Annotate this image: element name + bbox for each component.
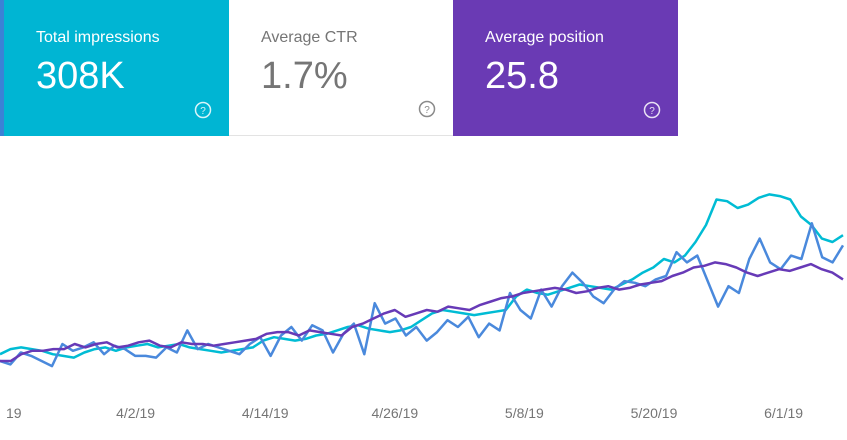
- series-line-1: [0, 222, 845, 368]
- series-line-0: [0, 193, 844, 359]
- help-icon[interactable]: ?: [643, 101, 661, 119]
- average-position-card[interactable]: Average position 25.8 ?: [453, 0, 678, 136]
- x-tick-label: 4/14/19: [242, 405, 289, 421]
- svg-text:?: ?: [649, 106, 655, 117]
- svg-text:?: ?: [200, 106, 206, 117]
- total-impressions-card[interactable]: Total impressions 308K ?: [0, 0, 229, 136]
- x-tick-label: 19: [6, 405, 22, 421]
- total-impressions-value: 308K: [36, 55, 125, 97]
- x-tick-label: 4/26/19: [371, 405, 418, 421]
- x-tick-label: 6/1/19: [764, 405, 803, 421]
- average-position-value: 25.8: [485, 55, 559, 97]
- x-tick-label: 5/8/19: [505, 405, 544, 421]
- svg-text:?: ?: [424, 105, 430, 116]
- x-tick-label: 4/2/19: [116, 405, 155, 421]
- series-layer: [0, 193, 845, 368]
- help-icon[interactable]: ?: [418, 100, 436, 118]
- x-tick-label: 5/20/19: [631, 405, 678, 421]
- average-ctr-value: 1.7%: [261, 55, 348, 97]
- average-position-label: Average position: [485, 29, 604, 46]
- series-line-2: [0, 261, 844, 363]
- metric-cards: Total impressions 308K ? Average CTR 1.7…: [0, 0, 847, 136]
- x-axis-ticks: 19 4/2/19 4/14/19 4/26/19 5/8/19 5/20/19 6/1/1…: [6, 405, 803, 421]
- help-icon[interactable]: ?: [194, 101, 212, 119]
- average-ctr-card[interactable]: Average CTR 1.7% ?: [229, 0, 453, 136]
- performance-line-chart: 19 4/2/19 4/14/19 4/26/19 5/8/19 5/20/19 6/1/1…: [0, 193, 845, 421]
- total-impressions-label: Total impressions: [36, 29, 160, 46]
- average-ctr-label: Average CTR: [261, 29, 358, 46]
